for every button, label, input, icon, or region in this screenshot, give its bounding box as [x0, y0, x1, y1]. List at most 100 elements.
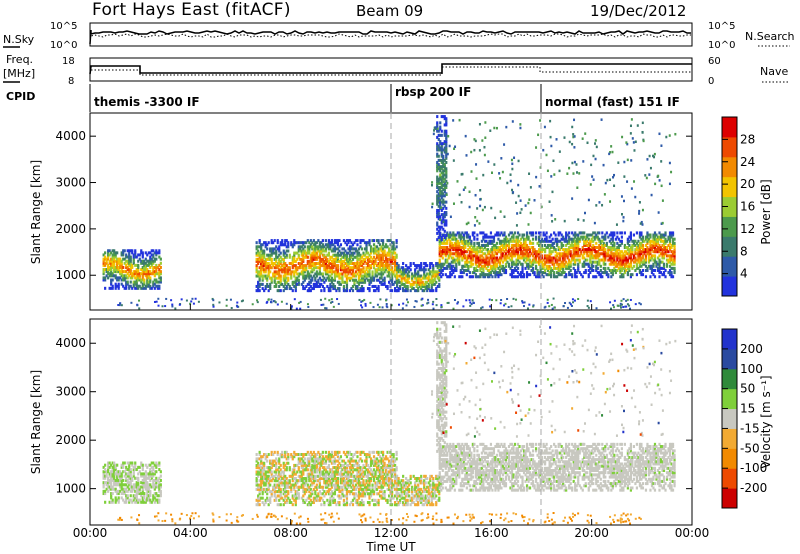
power-cell — [470, 262, 473, 266]
power-cell — [131, 276, 134, 280]
power-cell — [593, 275, 596, 279]
power-cell — [551, 256, 554, 260]
velocity-cell — [126, 468, 129, 472]
power-cell — [279, 255, 282, 259]
power-cell — [261, 257, 264, 261]
power-cell — [372, 255, 376, 259]
power-cell — [571, 142, 574, 146]
power-cell — [345, 253, 349, 257]
nave-tick-bottom: 0 — [708, 76, 714, 87]
power-cell — [657, 211, 660, 214]
power-cell — [399, 270, 402, 274]
power-cell — [134, 270, 137, 274]
power-cell — [631, 248, 634, 252]
power-cell — [533, 271, 536, 275]
power-cell — [442, 180, 445, 184]
power-cell — [436, 160, 439, 164]
power-cell — [264, 276, 267, 280]
power-cell — [620, 262, 623, 266]
power-cell — [114, 253, 117, 257]
power-cell — [432, 278, 435, 282]
power-cell — [318, 245, 321, 249]
power-cell — [129, 272, 132, 276]
power-cell — [566, 172, 569, 175]
power-cell — [619, 256, 622, 260]
site-title: Fort Hays East (fitACF) — [92, 0, 291, 20]
power-cell — [113, 259, 116, 263]
power-cell — [566, 266, 569, 270]
power-cell — [562, 264, 565, 268]
power-cell — [467, 256, 470, 260]
power-cell — [110, 257, 113, 261]
power-cell — [435, 264, 438, 268]
power-cell — [320, 259, 323, 263]
power-cell — [302, 241, 305, 245]
power-cell — [369, 301, 372, 304]
power-cell — [617, 266, 620, 270]
power-cell — [354, 247, 358, 251]
power-cell — [599, 258, 602, 262]
power-cell — [673, 248, 676, 252]
power-cell — [403, 289, 406, 293]
power-cell — [135, 263, 138, 267]
power-cell — [282, 257, 285, 261]
velocity-cell — [128, 472, 131, 476]
power-cell — [492, 264, 496, 268]
power-cell — [604, 248, 607, 252]
power-cell — [360, 259, 364, 263]
power-cell — [122, 278, 125, 282]
power-cell — [485, 258, 488, 262]
power-cell — [640, 252, 643, 256]
power-cell — [261, 287, 264, 291]
velocity-cell — [114, 487, 117, 491]
power-cell — [302, 255, 305, 259]
power-cell — [537, 243, 541, 247]
power-cell — [671, 275, 675, 279]
power-cell — [614, 237, 617, 241]
power-cell — [580, 231, 583, 235]
power-cell — [456, 250, 459, 254]
power-cell — [386, 274, 389, 278]
power-cell — [473, 243, 476, 247]
power-cell — [141, 255, 144, 259]
power-cell — [395, 245, 398, 249]
power-cell — [415, 289, 418, 293]
power-cell — [394, 251, 397, 255]
power-cell — [632, 239, 636, 243]
power-cell — [408, 274, 411, 278]
power-cell — [540, 260, 544, 264]
power-cell — [443, 262, 446, 266]
power-cell — [525, 250, 529, 254]
power-cell — [116, 259, 119, 263]
power-cell — [550, 246, 553, 250]
power-cell — [329, 284, 332, 288]
power-cell — [521, 256, 524, 260]
power-cell — [494, 246, 497, 250]
power-cell — [636, 124, 639, 127]
power-cell — [305, 266, 308, 270]
power-cell — [649, 166, 652, 170]
power-cell — [613, 231, 616, 235]
power-cell — [519, 237, 523, 241]
power-cell — [423, 272, 426, 276]
power-cell — [486, 252, 490, 256]
power-cell — [571, 231, 574, 235]
power-cell — [368, 257, 371, 261]
power-cell — [501, 233, 505, 237]
power-cell — [619, 275, 622, 279]
power-cell — [486, 275, 490, 279]
power-cell — [377, 239, 380, 243]
power-cell — [320, 257, 323, 261]
power-cell — [266, 278, 269, 282]
power-cell — [324, 264, 327, 268]
power-cell — [391, 280, 394, 284]
power-cell — [478, 222, 481, 225]
power-cell — [305, 274, 308, 278]
power-cell — [405, 278, 408, 282]
power-cell — [442, 175, 445, 179]
power-cell — [315, 274, 318, 278]
power-cell — [218, 301, 221, 304]
power-cell — [309, 262, 312, 266]
nave-series — [91, 66, 692, 76]
power-cell — [511, 162, 514, 166]
